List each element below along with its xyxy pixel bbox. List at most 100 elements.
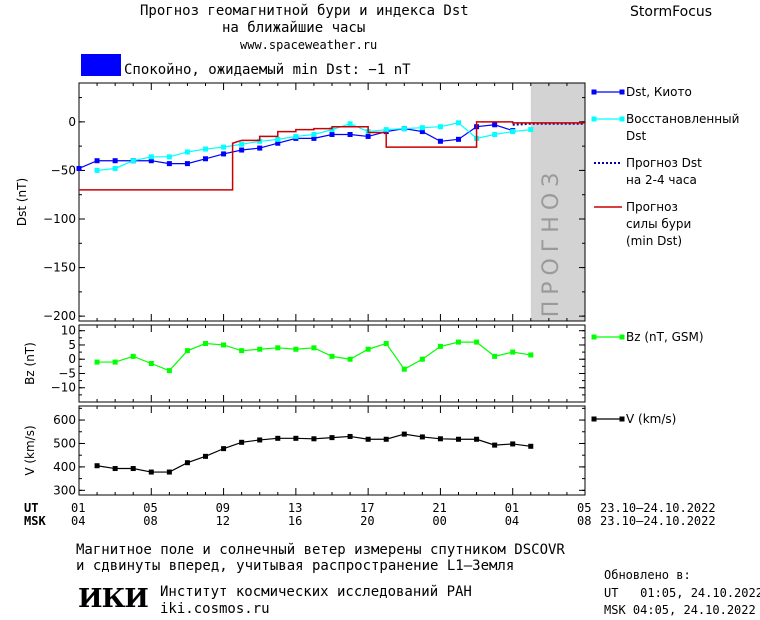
y-axis-label: Dst (nT) bbox=[15, 178, 29, 226]
data-point bbox=[257, 346, 263, 352]
legend-marker bbox=[619, 116, 625, 122]
series-line-4 bbox=[79, 121, 585, 191]
data-point bbox=[94, 463, 100, 469]
data-point bbox=[311, 131, 317, 137]
msk-tick-label: 04 bbox=[71, 514, 86, 528]
data-point bbox=[383, 341, 389, 347]
data-point bbox=[76, 165, 82, 171]
data-point bbox=[112, 165, 118, 171]
data-point bbox=[203, 146, 208, 152]
data-point bbox=[311, 345, 317, 351]
y-tick-label: −50 bbox=[51, 163, 76, 177]
msk-tick-label: 08 bbox=[577, 514, 592, 528]
data-point bbox=[293, 435, 299, 441]
data-point bbox=[257, 145, 263, 151]
data-point bbox=[401, 366, 407, 372]
y-tick-label: −200 bbox=[43, 309, 76, 323]
data-point bbox=[401, 431, 407, 437]
legend-marker bbox=[619, 334, 625, 340]
status-text: Спокойно, ожидаемый min Dst: −1 nT bbox=[124, 62, 411, 78]
data-point bbox=[257, 437, 263, 443]
data-point bbox=[383, 127, 389, 133]
ut-date-range: 23.10–24.10.2022 bbox=[600, 501, 716, 515]
data-point bbox=[419, 125, 425, 131]
msk-tick-label: 00 bbox=[432, 514, 447, 528]
brand-name: StormFocus bbox=[630, 4, 713, 20]
footer-note-line2: и сдвинуты вперед, учитывая распростране… bbox=[76, 558, 515, 574]
msk-tick-label: 20 bbox=[360, 514, 375, 528]
data-point bbox=[148, 361, 154, 366]
legend-marker bbox=[619, 89, 625, 95]
data-point bbox=[112, 359, 118, 365]
data-point bbox=[474, 436, 480, 442]
status-color-swatch bbox=[81, 54, 121, 76]
data-point bbox=[510, 441, 516, 447]
data-point bbox=[94, 158, 100, 164]
msk-tick-label: 04 bbox=[504, 514, 520, 528]
ut-tick-label: 05 bbox=[143, 501, 158, 515]
footer-note-line1: Магнитное поле и солнечный ветер измерен… bbox=[76, 542, 565, 558]
data-point bbox=[437, 343, 443, 349]
legend-label: на 2-4 часа bbox=[626, 173, 697, 187]
panel-frame bbox=[78, 405, 586, 496]
title-line1: Прогноз геомагнитной бури и индекса Dst bbox=[140, 3, 469, 19]
legend-marker bbox=[591, 334, 597, 340]
y-tick-label: 10 bbox=[61, 324, 76, 338]
data-point bbox=[184, 460, 190, 466]
data-point bbox=[329, 131, 335, 137]
y-tick-label: −5 bbox=[58, 366, 76, 380]
legend-label: Восстановленный bbox=[626, 112, 739, 126]
y-tick-label: 300 bbox=[53, 483, 76, 497]
data-point bbox=[329, 435, 335, 441]
data-point bbox=[528, 352, 534, 358]
data-point bbox=[275, 136, 281, 142]
panel-frame bbox=[78, 324, 586, 403]
data-point bbox=[203, 341, 208, 347]
data-point bbox=[293, 133, 299, 139]
panel-frame bbox=[78, 82, 586, 322]
y-tick-label: 600 bbox=[53, 413, 76, 427]
data-point bbox=[347, 433, 353, 439]
data-point bbox=[148, 158, 154, 164]
data-point bbox=[203, 453, 208, 459]
panel-3: 600 500 400 300 V (km/s) V (km/s) bbox=[23, 405, 676, 497]
data-point bbox=[474, 339, 480, 345]
data-point bbox=[329, 353, 335, 359]
legend-label: V (km/s) bbox=[626, 412, 676, 426]
legend-label: Dst, Киото bbox=[626, 85, 692, 99]
data-point bbox=[112, 158, 118, 164]
institute-url[interactable]: iki.cosmos.ru bbox=[160, 601, 270, 617]
legend-label: Bz (nT, GSM) bbox=[626, 330, 704, 344]
data-point bbox=[166, 469, 172, 475]
data-point bbox=[311, 436, 317, 442]
data-point bbox=[456, 120, 461, 126]
data-point bbox=[239, 141, 245, 147]
data-point bbox=[528, 127, 534, 133]
legend-label: Прогноз bbox=[626, 200, 678, 214]
data-point bbox=[148, 469, 154, 475]
data-point bbox=[275, 140, 281, 146]
data-point bbox=[239, 147, 245, 153]
y-axis-label: V (km/s) bbox=[23, 425, 37, 475]
msk-date-range: 23.10–24.10.2022 bbox=[600, 514, 716, 528]
data-point bbox=[510, 129, 516, 135]
legend-marker bbox=[591, 116, 597, 122]
ut-tick-label: 01 bbox=[504, 501, 520, 515]
source-url: www.spaceweather.ru bbox=[240, 38, 378, 52]
y-tick-label: 500 bbox=[53, 436, 76, 450]
data-point bbox=[203, 156, 208, 162]
data-point bbox=[239, 348, 245, 354]
data-point bbox=[347, 121, 353, 127]
data-point bbox=[94, 359, 100, 365]
ut-tick-label: 09 bbox=[215, 501, 231, 515]
panel-1: ПРОГНОЗ 0 −50 −100 −150 −200 Dst (nT) Dst, Киот… bbox=[15, 82, 739, 323]
data-point bbox=[492, 442, 498, 448]
data-point bbox=[166, 154, 172, 160]
data-point bbox=[130, 353, 136, 359]
data-point bbox=[347, 131, 353, 137]
legend-label: (min Dst) bbox=[626, 234, 682, 248]
data-point bbox=[347, 356, 353, 362]
data-point bbox=[112, 466, 118, 472]
data-point bbox=[365, 133, 371, 139]
msk-axis-label: MSK bbox=[24, 514, 46, 528]
